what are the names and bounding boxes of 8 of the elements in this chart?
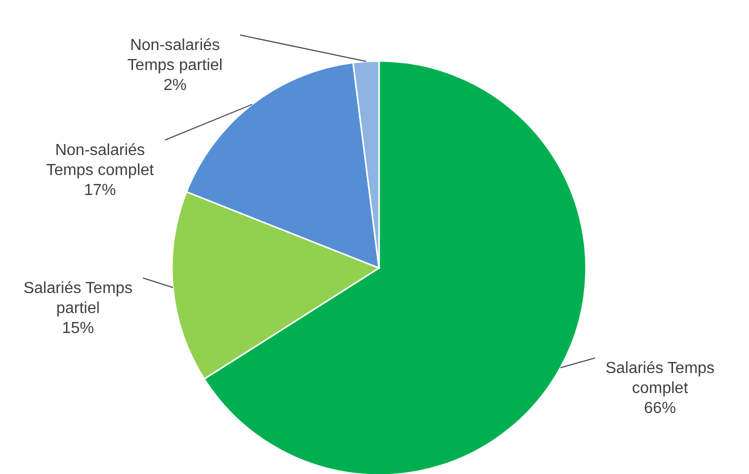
data-label: 17% (84, 182, 116, 199)
slice-label: Non-salariés Temps partiel (127, 37, 223, 74)
slice-label: Salariés Temps complet (605, 360, 715, 397)
data-label: 15% (62, 320, 94, 337)
data-label: 66% (644, 400, 676, 417)
slice-label: Non-salariés Temps complet (46, 142, 154, 179)
slice-label: Salariés Temps partiel (23, 280, 133, 317)
data-label: 2% (163, 77, 187, 94)
